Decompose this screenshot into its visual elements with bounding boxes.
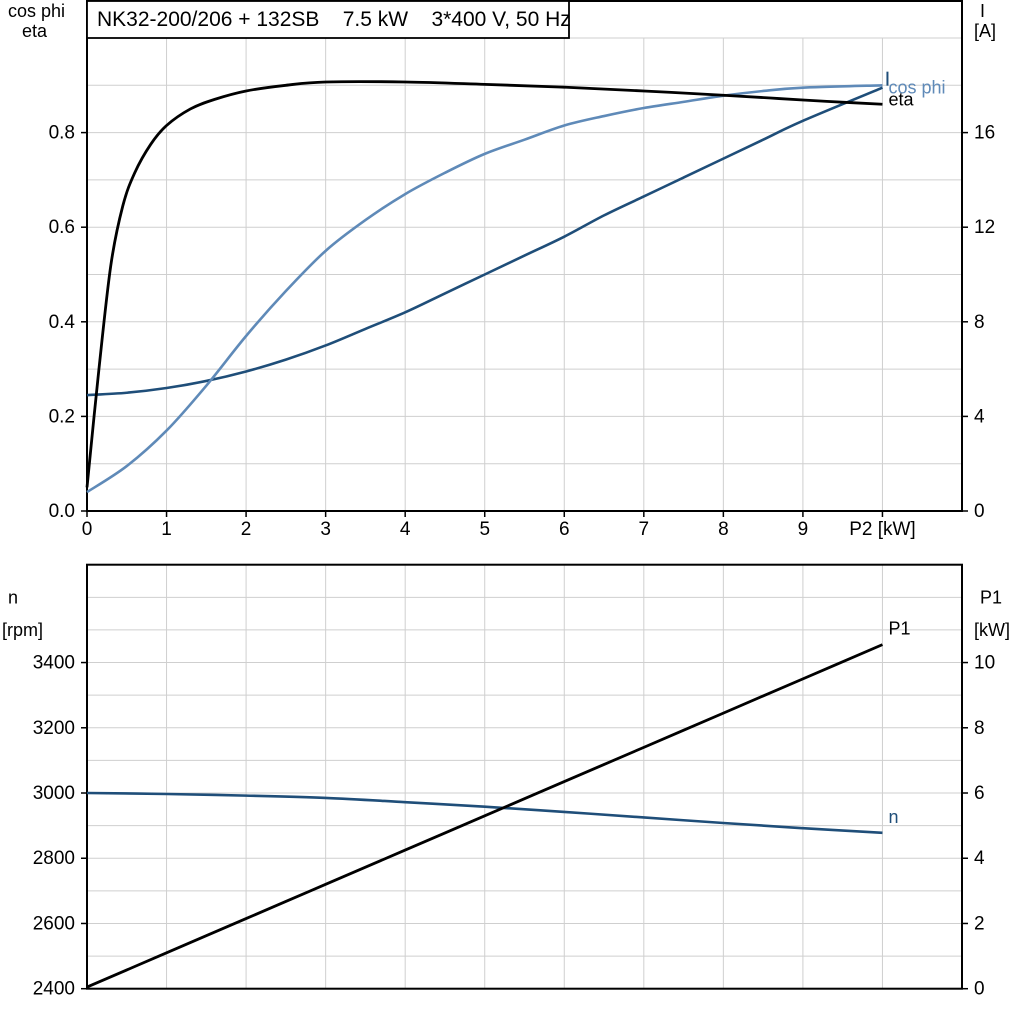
svg-text:9: 9 — [798, 519, 809, 540]
svg-text:3000: 3000 — [33, 783, 75, 804]
svg-text:7: 7 — [639, 519, 650, 540]
svg-text:n: n — [888, 807, 898, 827]
svg-text:0: 0 — [82, 519, 93, 540]
svg-text:2400: 2400 — [33, 979, 75, 1000]
svg-text:0.4: 0.4 — [49, 312, 76, 333]
svg-text:2800: 2800 — [33, 848, 75, 869]
svg-text:8: 8 — [974, 312, 985, 333]
svg-text:4: 4 — [974, 848, 985, 869]
svg-text:8: 8 — [718, 519, 729, 540]
svg-text:P1: P1 — [888, 619, 910, 639]
svg-text:2: 2 — [241, 519, 252, 540]
svg-text:4: 4 — [974, 406, 985, 427]
svg-text:0.6: 0.6 — [49, 217, 75, 238]
svg-text:[rpm]: [rpm] — [2, 620, 43, 640]
svg-text:8: 8 — [974, 718, 985, 739]
svg-text:3400: 3400 — [33, 653, 75, 674]
svg-text:[kW]: [kW] — [974, 620, 1010, 640]
svg-text:[A]: [A] — [974, 21, 996, 41]
svg-text:16: 16 — [974, 123, 995, 144]
svg-text:I: I — [980, 1, 985, 21]
svg-text:P1: P1 — [980, 587, 1002, 607]
svg-text:NK32-200/206 + 132SB 7.5 kW: NK32-200/206 + 132SB 7.5 kW 3*400 V, 50 … — [97, 8, 571, 31]
svg-text:eta: eta — [888, 89, 914, 109]
svg-text:6: 6 — [974, 783, 985, 804]
svg-text:eta: eta — [22, 21, 48, 41]
svg-text:2: 2 — [974, 913, 985, 934]
svg-text:0.8: 0.8 — [49, 123, 75, 144]
svg-text:3200: 3200 — [33, 718, 75, 739]
svg-text:0: 0 — [974, 979, 985, 1000]
svg-text:1: 1 — [161, 519, 172, 540]
svg-text:2600: 2600 — [33, 913, 75, 934]
svg-text:5: 5 — [479, 519, 490, 540]
svg-text:6: 6 — [559, 519, 570, 540]
svg-text:0.0: 0.0 — [49, 501, 75, 522]
svg-text:0: 0 — [974, 501, 985, 522]
svg-text:10: 10 — [974, 653, 995, 674]
svg-text:cos phi: cos phi — [8, 1, 65, 21]
svg-text:4: 4 — [400, 519, 411, 540]
svg-text:n: n — [8, 587, 18, 607]
svg-text:0.2: 0.2 — [49, 406, 75, 427]
svg-text:P2 [kW]: P2 [kW] — [849, 519, 916, 540]
svg-text:12: 12 — [974, 217, 995, 238]
svg-text:3: 3 — [320, 519, 331, 540]
